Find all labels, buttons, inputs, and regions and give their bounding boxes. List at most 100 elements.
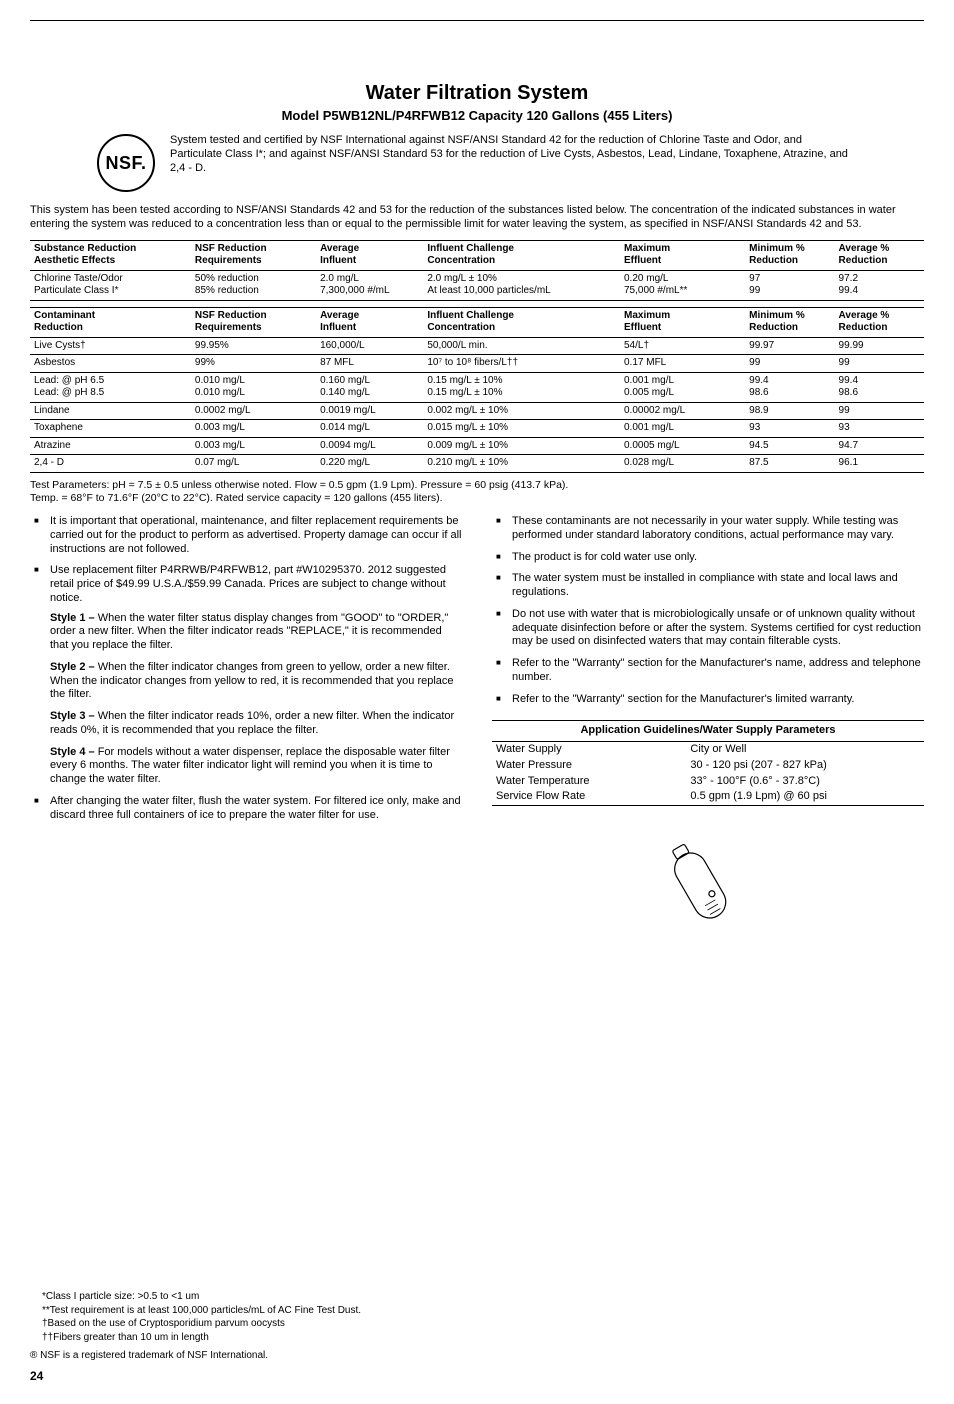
table-cell: 0.028 mg/L [620,455,745,473]
table-cell: Live Cysts† [30,337,191,355]
table-cell: 98.9 [745,402,834,420]
certification-row: NSF. System tested and certified by NSF … [97,134,857,192]
table-cell: 0.010 mg/L 0.010 mg/L [191,372,316,402]
table-cell: 2,4 - D [30,455,191,473]
column-header: NSF Reduction Requirements [191,240,316,270]
style-label: Style 2 – [50,661,95,673]
two-column-body: It is important that operational, mainte… [30,515,924,931]
table-cell: 0.0094 mg/L [316,437,423,455]
app-cell: Service Flow Rate [492,789,686,805]
table-cell: 87 MFL [316,355,423,373]
table-cell: 99 [835,355,924,373]
application-guidelines: Application Guidelines/Water Supply Para… [492,720,924,806]
app-cell: 33° - 100°F (0.6° - 37.8°C) [686,774,924,790]
table-cell: 99.99 [835,337,924,355]
table-cell: Asbestos [30,355,191,373]
column-header: Average % Reduction [835,307,924,337]
column-header: Maximum Effluent [620,307,745,337]
table-cell: 160,000/L [316,337,423,355]
table-cell: Atrazine [30,437,191,455]
table-cell: 87.5 [745,455,834,473]
table-cell: 0.002 mg/L ± 10% [423,402,620,420]
column-header: Maximum Effluent [620,240,745,270]
footnotes: *Class I particle size: >0.5 to <1 um **… [30,1291,924,1363]
table-cell: Chlorine Taste/Odor Particulate Class I* [30,270,191,300]
table-cell: 10⁷ to 10⁸ fibers/L†† [423,355,620,373]
table-cell: 99% [191,355,316,373]
table-cell: 0.210 mg/L ± 10% [423,455,620,473]
app-cell: 0.5 gpm (1.9 Lpm) @ 60 psi [686,789,924,805]
test-parameters: Test Parameters: pH = 7.5 ± 0.5 unless o… [30,479,924,505]
table-cell: 50% reduction 85% reduction [191,270,316,300]
table-cell: 0.003 mg/L [191,437,316,455]
app-cell: City or Well [686,742,924,758]
style-label: Style 1 – [50,612,95,624]
table-cell: 0.160 mg/L 0.140 mg/L [316,372,423,402]
page-title: Water Filtration System [30,81,924,106]
table-cell: 0.0002 mg/L [191,402,316,420]
table-cell: 0.00002 mg/L [620,402,745,420]
footnote: ® NSF is a registered trademark of NSF I… [30,1350,924,1363]
table-cell: Lead: @ pH 6.5 Lead: @ pH 8.5 [30,372,191,402]
app-cell: Water Pressure [492,758,686,774]
intro-paragraph: This system has been tested according to… [30,204,924,232]
title-block: Water Filtration System Model P5WB12NL/P… [30,81,924,124]
table-cell: 0.15 mg/L ± 10% 0.15 mg/L ± 10% [423,372,620,402]
bullet-item: Refer to the "Warranty" section for the … [492,657,924,685]
right-column: These contaminants are not necessarily i… [492,515,924,931]
footnote: ††Fibers greater than 10 um in length [30,1332,924,1345]
column-header: Substance Reduction Aesthetic Effects [30,240,191,270]
app-cell: Water Temperature [492,774,686,790]
column-header: Minimum % Reduction [745,307,834,337]
column-header: Average Influent [316,240,423,270]
table-cell: Toxaphene [30,420,191,438]
table-cell: 2.0 mg/L ± 10% At least 10,000 particles… [423,270,620,300]
table-cell: 0.220 mg/L [316,455,423,473]
column-header: NSF Reduction Requirements [191,307,316,337]
aesthetic-effects-table: Substance Reduction Aesthetic EffectsNSF… [30,240,924,301]
top-rule [30,20,924,21]
bullet-item: These contaminants are not necessarily i… [492,515,924,543]
table-cell: 99.95% [191,337,316,355]
table-cell: 0.17 MFL [620,355,745,373]
column-header: Minimum % Reduction [745,240,834,270]
style-text: For models without a water dispenser, re… [50,746,450,786]
bullet-item: Refer to the "Warranty" section for the … [492,693,924,707]
app-cell: Water Supply [492,742,686,758]
bullet-item: Use replacement filter P4RRWB/P4RFWB12, … [30,564,462,787]
style-text: When the filter indicator changes from g… [50,661,454,701]
bullet-item: The water system must be installed in co… [492,572,924,600]
table-cell: 0.20 mg/L 75,000 #/mL** [620,270,745,300]
nsf-logo-icon: NSF. [97,134,155,192]
style-text: When the filter indicator reads 10%, ord… [50,710,454,736]
table-cell: 0.001 mg/L [620,420,745,438]
column-header: Average Influent [316,307,423,337]
table-cell: 94.5 [745,437,834,455]
footnote: **Test requirement is at least 100,000 p… [30,1305,924,1318]
column-header: Influent Challenge Concentration [423,307,620,337]
table-cell: 99 [835,402,924,420]
table-cell: 50,000/L min. [423,337,620,355]
style-label: Style 3 – [50,710,95,722]
table-cell: 96.1 [835,455,924,473]
table-cell: 0.009 mg/L ± 10% [423,437,620,455]
column-header: Average % Reduction [835,240,924,270]
column-header: Influent Challenge Concentration [423,240,620,270]
table-cell: 99.97 [745,337,834,355]
table-cell: 0.015 mg/L ± 10% [423,420,620,438]
column-header: Contaminant Reduction [30,307,191,337]
page-number: 24 [30,1369,924,1384]
bullet-item: The product is for cold water use only. [492,551,924,565]
page-subtitle: Model P5WB12NL/P4RFWB12 Capacity 120 Gal… [30,108,924,124]
bullet-item: Do not use with water that is microbiolo… [492,608,924,649]
table-cell: 94.7 [835,437,924,455]
table-cell: 0.07 mg/L [191,455,316,473]
table-cell: 97.2 99.4 [835,270,924,300]
style-text: When the water filter status display cha… [50,612,448,652]
table-cell: 93 [835,420,924,438]
table-cell: Lindane [30,402,191,420]
table-cell: 97 99 [745,270,834,300]
table-cell: 99.4 98.6 [835,372,924,402]
style-label: Style 4 – [50,746,95,758]
bullet-item: It is important that operational, mainte… [30,515,462,556]
